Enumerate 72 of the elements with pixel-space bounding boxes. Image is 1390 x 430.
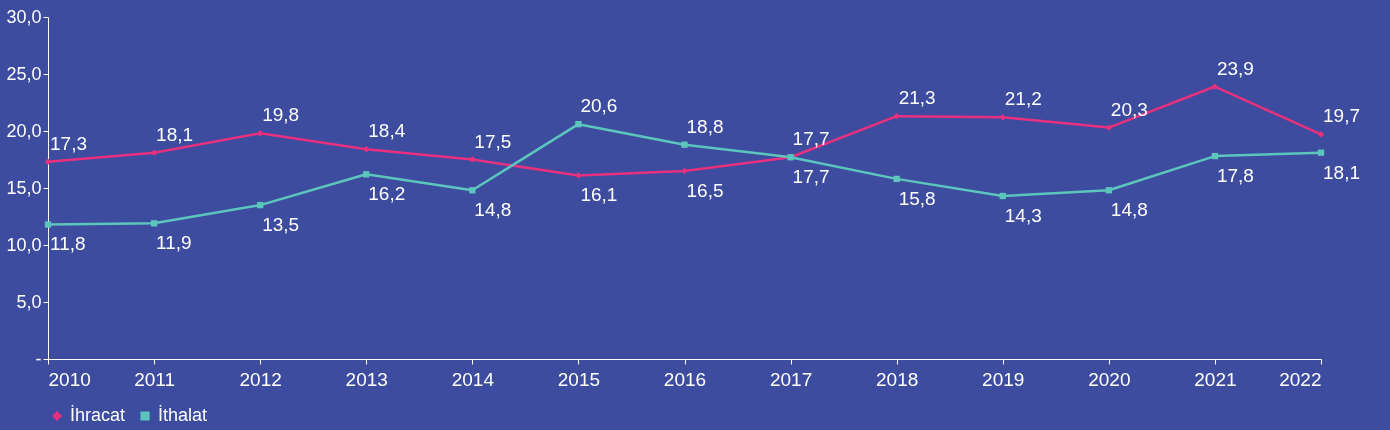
data-label: 16,2 — [368, 183, 406, 205]
point — [363, 171, 370, 178]
point — [363, 146, 370, 153]
point — [44, 221, 52, 228]
point — [1105, 187, 1112, 194]
legend-label: İthalat — [158, 405, 208, 425]
data-label: 21,3 — [898, 87, 936, 109]
point — [1211, 152, 1219, 160]
data-label: 14,8 — [474, 199, 512, 221]
point — [469, 187, 476, 194]
data-label: 13,5 — [262, 214, 300, 236]
data-label: 17,3 — [50, 132, 87, 154]
data-label: 17,5 — [474, 130, 512, 152]
point — [681, 141, 688, 148]
x-tick-label: 2012 — [239, 368, 282, 390]
x-tick-label: 2015 — [557, 368, 601, 390]
data-label: 16,5 — [686, 179, 724, 201]
point — [44, 158, 52, 165]
point — [681, 167, 688, 175]
x-tick-label: 2014 — [451, 368, 495, 390]
x-tick-label: 2019 — [982, 368, 1025, 390]
data-label: 23,9 — [1216, 57, 1254, 79]
point — [893, 113, 900, 120]
y-tick-label: 5,0 — [16, 291, 42, 312]
legend-label: İhracat — [70, 405, 126, 425]
data-label: 15,8 — [898, 187, 936, 209]
y-tick-label: 30,0 — [6, 6, 42, 27]
point — [150, 149, 158, 156]
x-tick-label: 2011 — [134, 368, 176, 390]
data-label: 18,4 — [368, 120, 406, 142]
data-label: 17,7 — [792, 128, 830, 150]
x-tick-label: 2020 — [1088, 368, 1131, 390]
data-label: 11,9 — [156, 232, 192, 254]
data-label: 16,1 — [580, 184, 618, 206]
x-tick-label: 2018 — [876, 368, 919, 390]
y-tick-label: 25,0 — [6, 63, 42, 84]
data-label: 14,3 — [1004, 204, 1042, 226]
data-label: 11,8 — [50, 233, 86, 255]
point — [257, 130, 264, 137]
y-tick-label: 10,0 — [6, 234, 42, 255]
point — [1317, 131, 1325, 138]
point — [575, 172, 582, 179]
y-tick-label: - — [35, 348, 42, 369]
data-label: 17,7 — [792, 166, 830, 188]
data-label: 17,8 — [1216, 165, 1254, 187]
y-tick-label: 20,0 — [6, 120, 42, 141]
point — [1317, 149, 1325, 156]
point — [1211, 83, 1219, 90]
y-tick-label: 15,0 — [6, 177, 42, 198]
data-label: 19,7 — [1323, 105, 1360, 127]
point — [893, 175, 900, 183]
data-label: 18,1 — [1323, 161, 1360, 183]
point — [257, 201, 264, 209]
point — [999, 192, 1006, 200]
data-label: 19,8 — [262, 104, 300, 126]
x-tick-label: 2013 — [345, 368, 388, 390]
point — [575, 121, 582, 128]
point — [999, 114, 1006, 121]
data-label: 20,6 — [580, 95, 618, 117]
data-label: 18,1 — [156, 123, 194, 145]
data-label: 20,3 — [1110, 98, 1148, 120]
point — [469, 156, 476, 163]
x-tick-label: 2021 — [1194, 368, 1237, 390]
x-tick-label: 2010 — [48, 368, 91, 390]
x-tick-label: 2016 — [663, 368, 707, 390]
x-tick-label: 2017 — [769, 368, 813, 390]
x-tick-label: 2022 — [1279, 368, 1322, 390]
data-label: 14,8 — [1110, 199, 1148, 221]
point — [1105, 124, 1112, 131]
point — [150, 220, 158, 227]
data-label: 18,8 — [686, 115, 724, 137]
data-label: 21,2 — [1004, 88, 1042, 110]
